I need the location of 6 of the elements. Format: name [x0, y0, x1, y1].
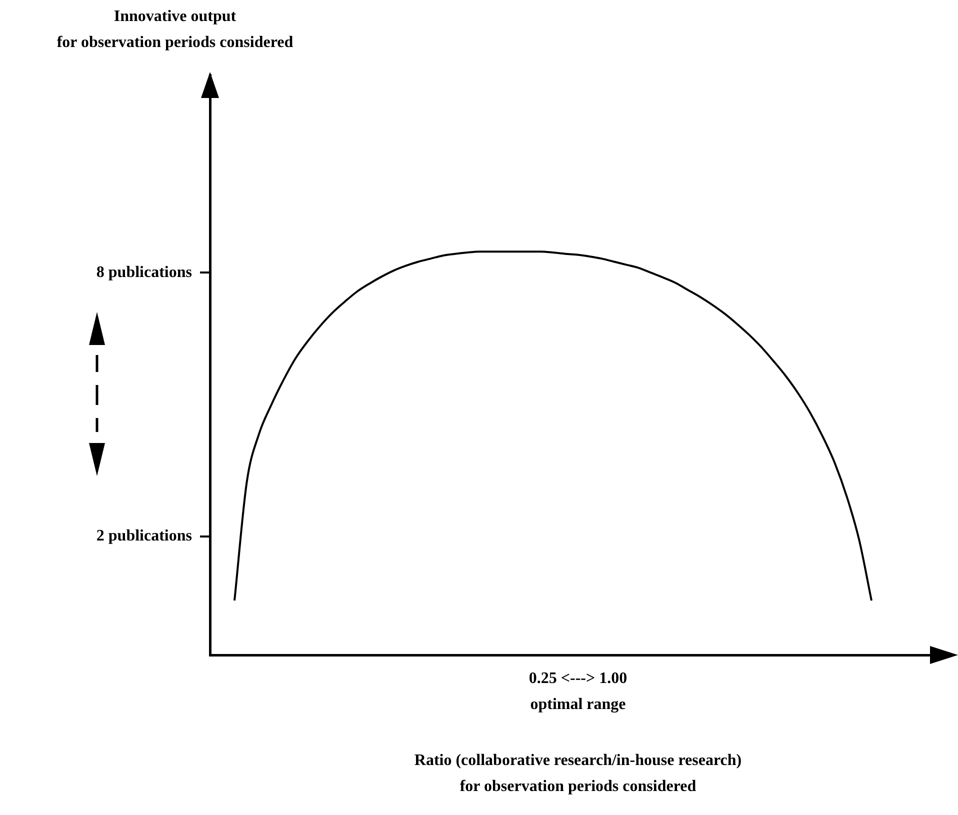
y-tick-label: 8 publications [96, 264, 192, 281]
y-tick-label: 2 publications [96, 528, 192, 545]
y-axis-title: Innovative output for observation periods considered [56, 7, 294, 53]
line-series [234, 250, 872, 602]
text: 0.25 <---> 1.00 optimal range [528, 669, 628, 715]
text: Ratio (collaborative research/in-house research) for observation periods considered [413, 751, 743, 797]
